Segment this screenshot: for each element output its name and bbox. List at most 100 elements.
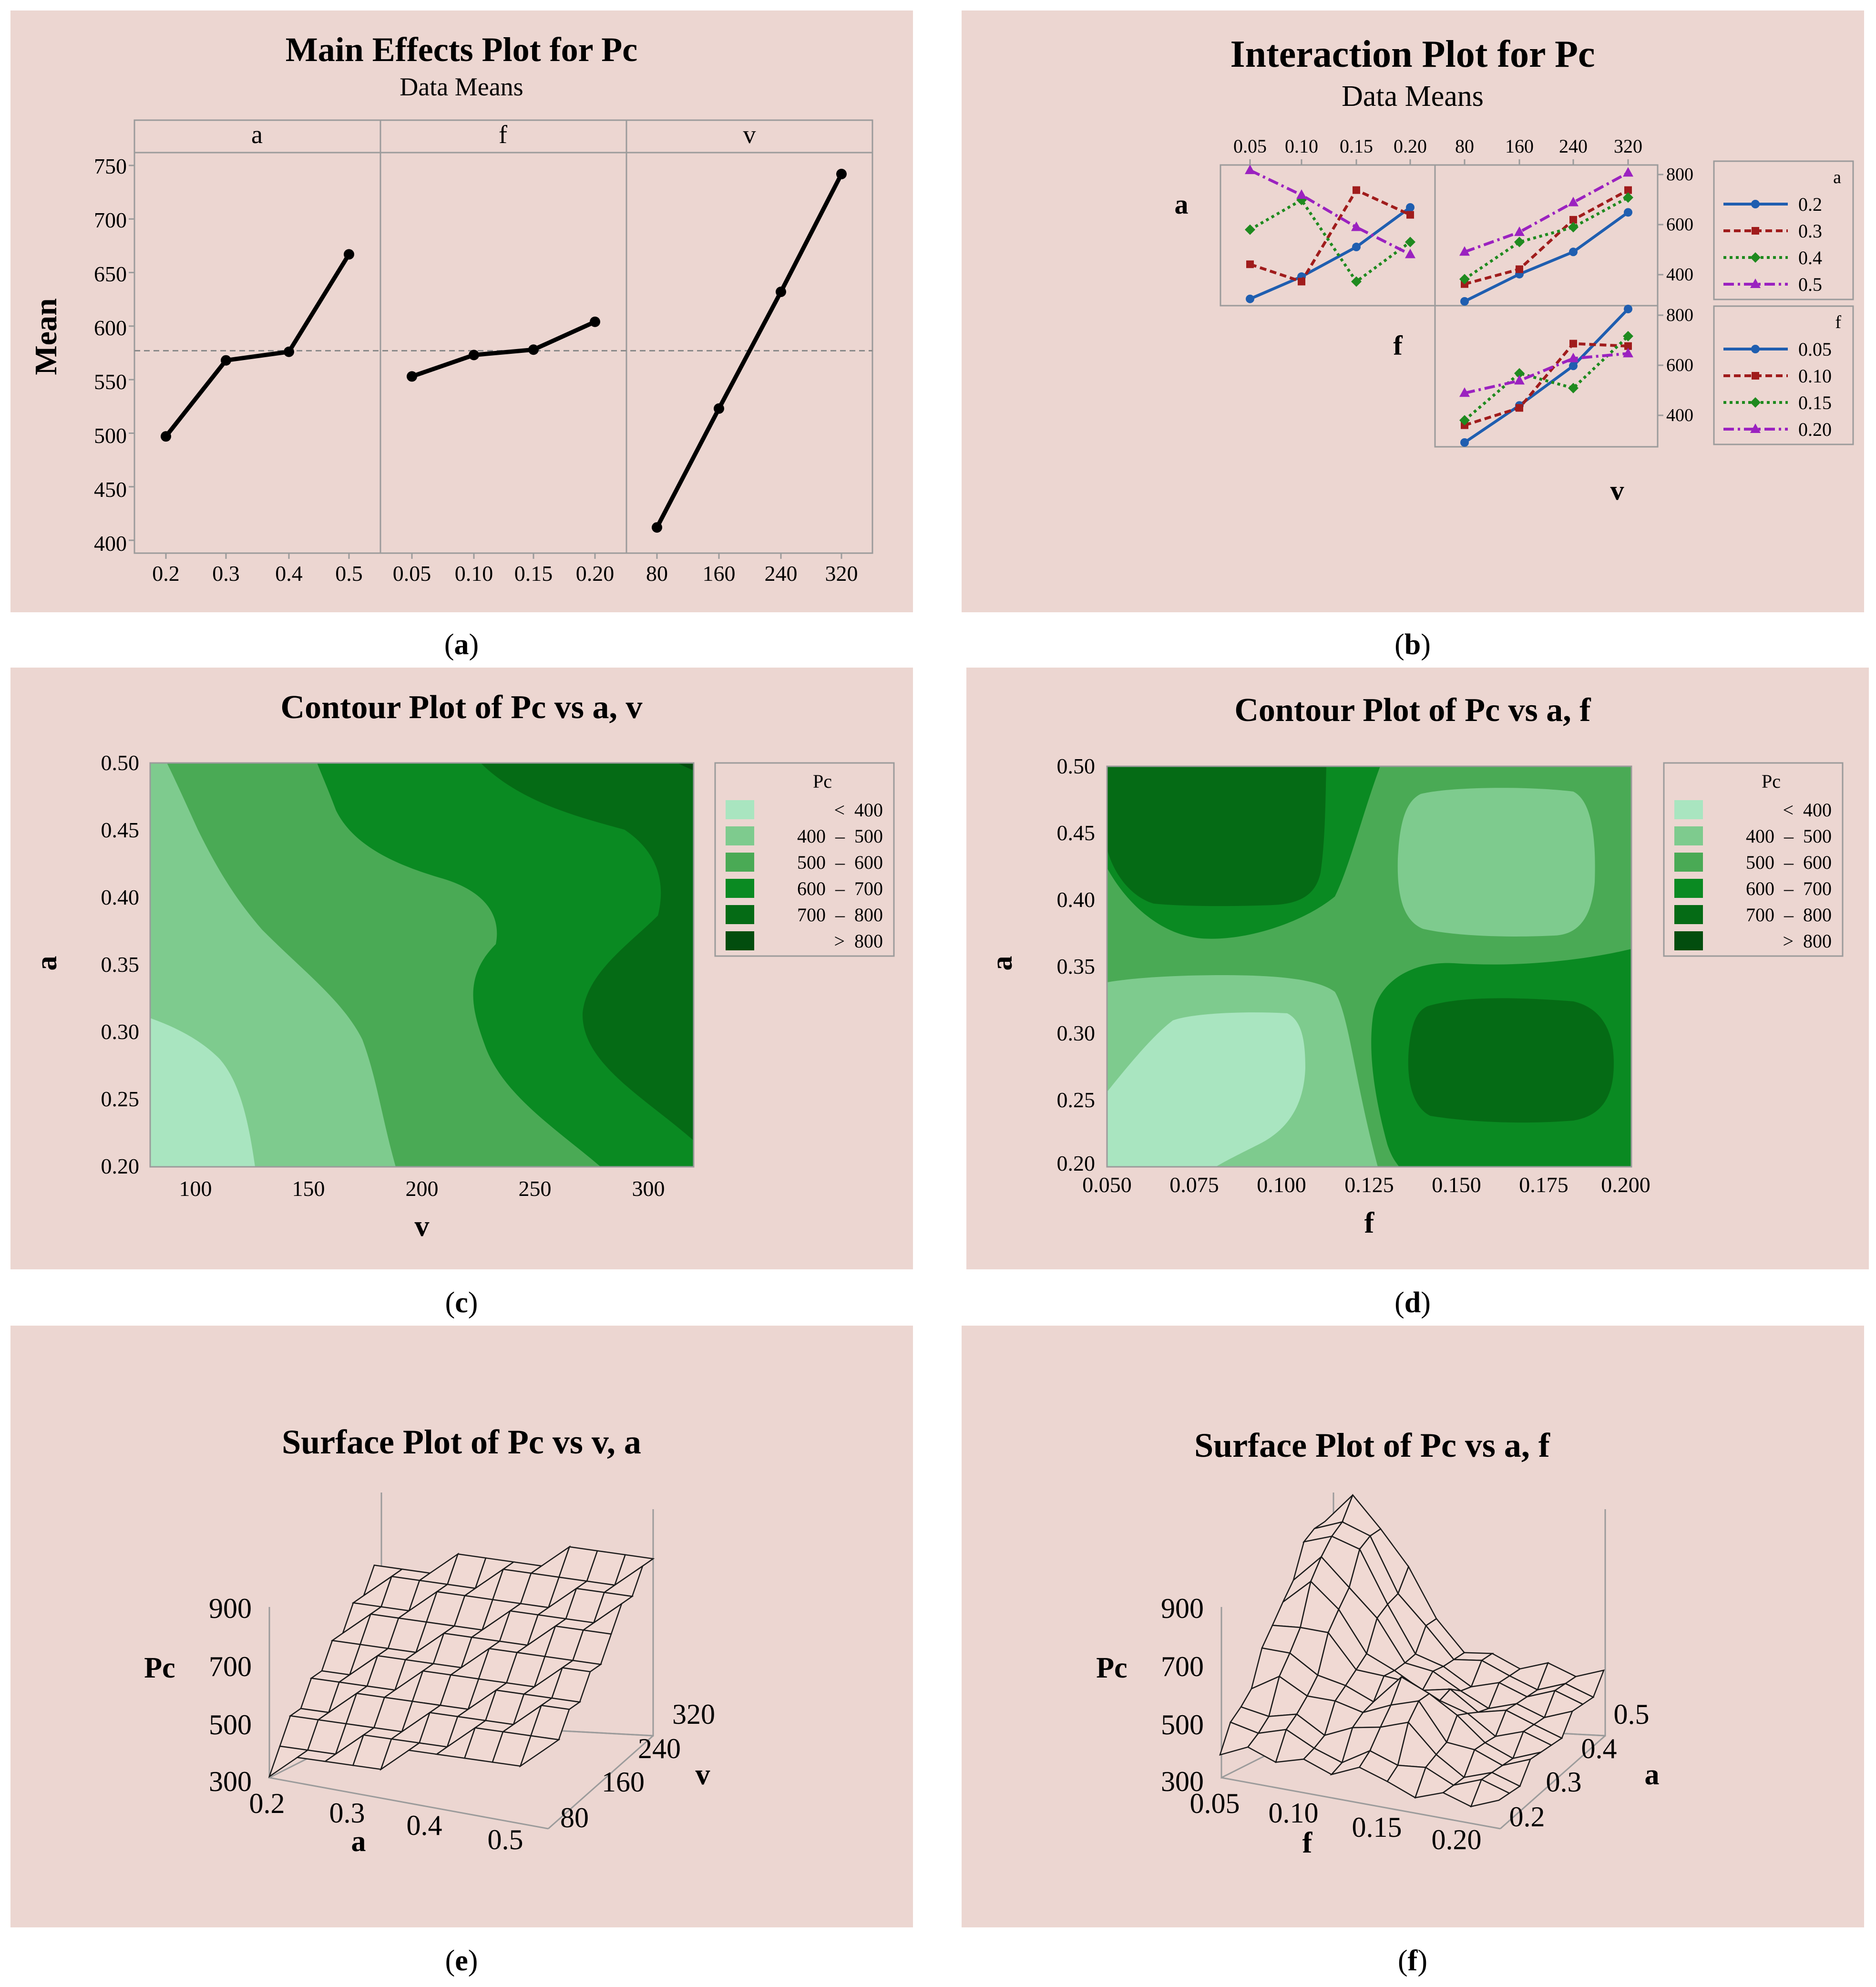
marker-circle (1569, 247, 1578, 257)
interaction-lines (1245, 165, 1633, 447)
legend-frame (1663, 762, 1844, 957)
legend-f-title: f (1835, 312, 1841, 332)
y-tick-marks (129, 165, 134, 541)
marker-square (1246, 260, 1254, 268)
legend-a-label: 0.4 (1798, 247, 1822, 268)
legend-range-label: 500 – 600 (1746, 852, 1832, 873)
marker-circle (1751, 345, 1760, 353)
marker-diamond (1568, 382, 1579, 393)
marker-diamond (1623, 192, 1633, 203)
z-tick-label: 700 (209, 1651, 252, 1682)
marker-diamond (1750, 252, 1761, 263)
legend-f-symbols (1723, 345, 1788, 433)
legend-f: f 0.05 0.10 0.15 0.20 (1713, 305, 1854, 445)
y-tick-label: 0.25 (1057, 1088, 1096, 1112)
y-tick-label: 240 (638, 1733, 681, 1764)
contour-c-frame (149, 762, 695, 1168)
main-effects-plot: Main Effects Plot for Pc Data Means a f … (29, 31, 873, 586)
z-tick-label: 500 (1161, 1709, 1204, 1740)
box-floor-front (1221, 1777, 1501, 1830)
marker-triangle (1623, 167, 1633, 177)
marker-circle (1624, 208, 1632, 217)
marker-diamond (1459, 415, 1470, 426)
contour-region-400-500 (1397, 788, 1595, 937)
surface-f-x-ticks: 0.05 0.10 0.15 0.20 (1190, 1788, 1482, 1855)
legend-range-label: 600 – 700 (797, 878, 883, 899)
legend-range-label: < 400 (1783, 799, 1832, 821)
legend-swatch-400-500 (726, 826, 754, 845)
legend-swatch-400-500 (1674, 826, 1703, 845)
surface-f-y-ticks: 0.2 0.3 0.4 0.5 (1509, 1699, 1650, 1833)
interaction-series-line (1249, 206, 1411, 300)
contour-c-title: Contour Plot of Pc vs a, v (281, 689, 643, 726)
y-tick-label: 0.20 (1057, 1151, 1096, 1175)
legend-swatch-500-600 (726, 853, 754, 872)
contour-region-below-400 (150, 1018, 255, 1167)
legend-range-label: 500 – 600 (797, 852, 883, 873)
interaction-series-line (1464, 308, 1630, 444)
interaction-series-line (1250, 188, 1411, 284)
contour-d-xlabel: f (1364, 1207, 1375, 1239)
top-tick-label: 320 (1614, 135, 1642, 157)
y-tick-label: 0.5 (1614, 1699, 1650, 1730)
x-tick-label: 0.5 (488, 1824, 523, 1855)
interaction-subtitle: Data Means (1342, 80, 1484, 113)
legend-range-label: > 800 (834, 930, 883, 952)
marker-triangle (1245, 165, 1255, 175)
main-effects-title: Main Effects Plot for Pc (286, 31, 637, 69)
axis-tick-marks (1249, 159, 1663, 416)
contour-d-legend: Pc < 400 400 – 500 500 – 600 600 – 700 7… (1663, 762, 1844, 957)
y-tick-label: 80 (560, 1802, 589, 1833)
x-tick-label: 0.2 (152, 561, 180, 586)
surface-e-ylabel: v (696, 1759, 710, 1791)
contour-d-frame (1106, 765, 1632, 1168)
x-tick-label: 0.20 (1432, 1824, 1482, 1855)
legend-swatch-700-800 (726, 905, 754, 924)
box-floor-front (269, 1777, 549, 1830)
top-tick-label: 240 (1559, 135, 1588, 157)
contour-d-x-ticks: 0.050 0.075 0.100 0.125 0.150 0.175 0.20… (1082, 1173, 1650, 1197)
right-tick-label: 400 (1666, 405, 1693, 425)
x-tick-label: 0.100 (1257, 1173, 1306, 1197)
caption-c: (c) (445, 1287, 478, 1319)
contour-d-y-ticks: 0.50 0.45 0.40 0.35 0.30 0.25 0.20 (1057, 754, 1096, 1175)
z-tick-label: 300 (1161, 1766, 1204, 1797)
y-tick-label: 0.40 (101, 885, 140, 909)
interaction-cell-f-v (1434, 305, 1659, 448)
marker-square (1752, 227, 1759, 235)
marker-triangle (1514, 375, 1525, 385)
main-effect-point (528, 344, 539, 355)
x-tick-label: 0.200 (1601, 1173, 1650, 1197)
right-tick-label: 600 (1666, 355, 1693, 375)
marker-diamond (1750, 397, 1761, 408)
box-floor-right (1500, 1735, 1606, 1830)
surface-e-title: Surface Plot of Pc vs v, a (282, 1423, 641, 1461)
surface-f-z-ticks: 900 700 500 300 (1161, 1593, 1204, 1797)
legend-a-frame (1713, 160, 1854, 300)
surface-patch (519, 1735, 561, 1768)
y-tick-label: 0.45 (1057, 821, 1096, 845)
legend-swatch-600-700 (726, 879, 754, 898)
main-effect-point (652, 522, 662, 533)
contour-c-legend: Pc < 400 400 – 500 500 – 600 600 – 700 7… (714, 762, 895, 957)
marker-circle (1460, 438, 1469, 447)
marker-triangle (1750, 423, 1761, 433)
marker-circle (1569, 361, 1578, 371)
contour-region-700-800 (1408, 998, 1614, 1123)
x-tick-label: 0.125 (1344, 1173, 1394, 1197)
interaction-title: Interaction Plot for Pc (1230, 33, 1595, 75)
legend-range-label: > 800 (1783, 930, 1832, 952)
main-effect-line-f (411, 319, 596, 379)
x-tick-label: 0.175 (1519, 1173, 1568, 1197)
x-tick-label: 300 (632, 1176, 665, 1201)
caption-b: (b) (1394, 628, 1431, 661)
y-tick-label: 0.45 (101, 818, 140, 842)
surface-e-mesh (268, 1545, 655, 1778)
contour-plot-a-f: Contour Plot of Pc vs a, f 0.50 0.45 0.4… (986, 692, 1844, 1239)
marker-triangle (1296, 189, 1307, 199)
x-tick-label: 0.2 (249, 1788, 285, 1819)
interaction-series-line (1464, 189, 1629, 286)
surface-patch (1470, 1779, 1511, 1808)
y-tick-label: 320 (672, 1699, 715, 1730)
